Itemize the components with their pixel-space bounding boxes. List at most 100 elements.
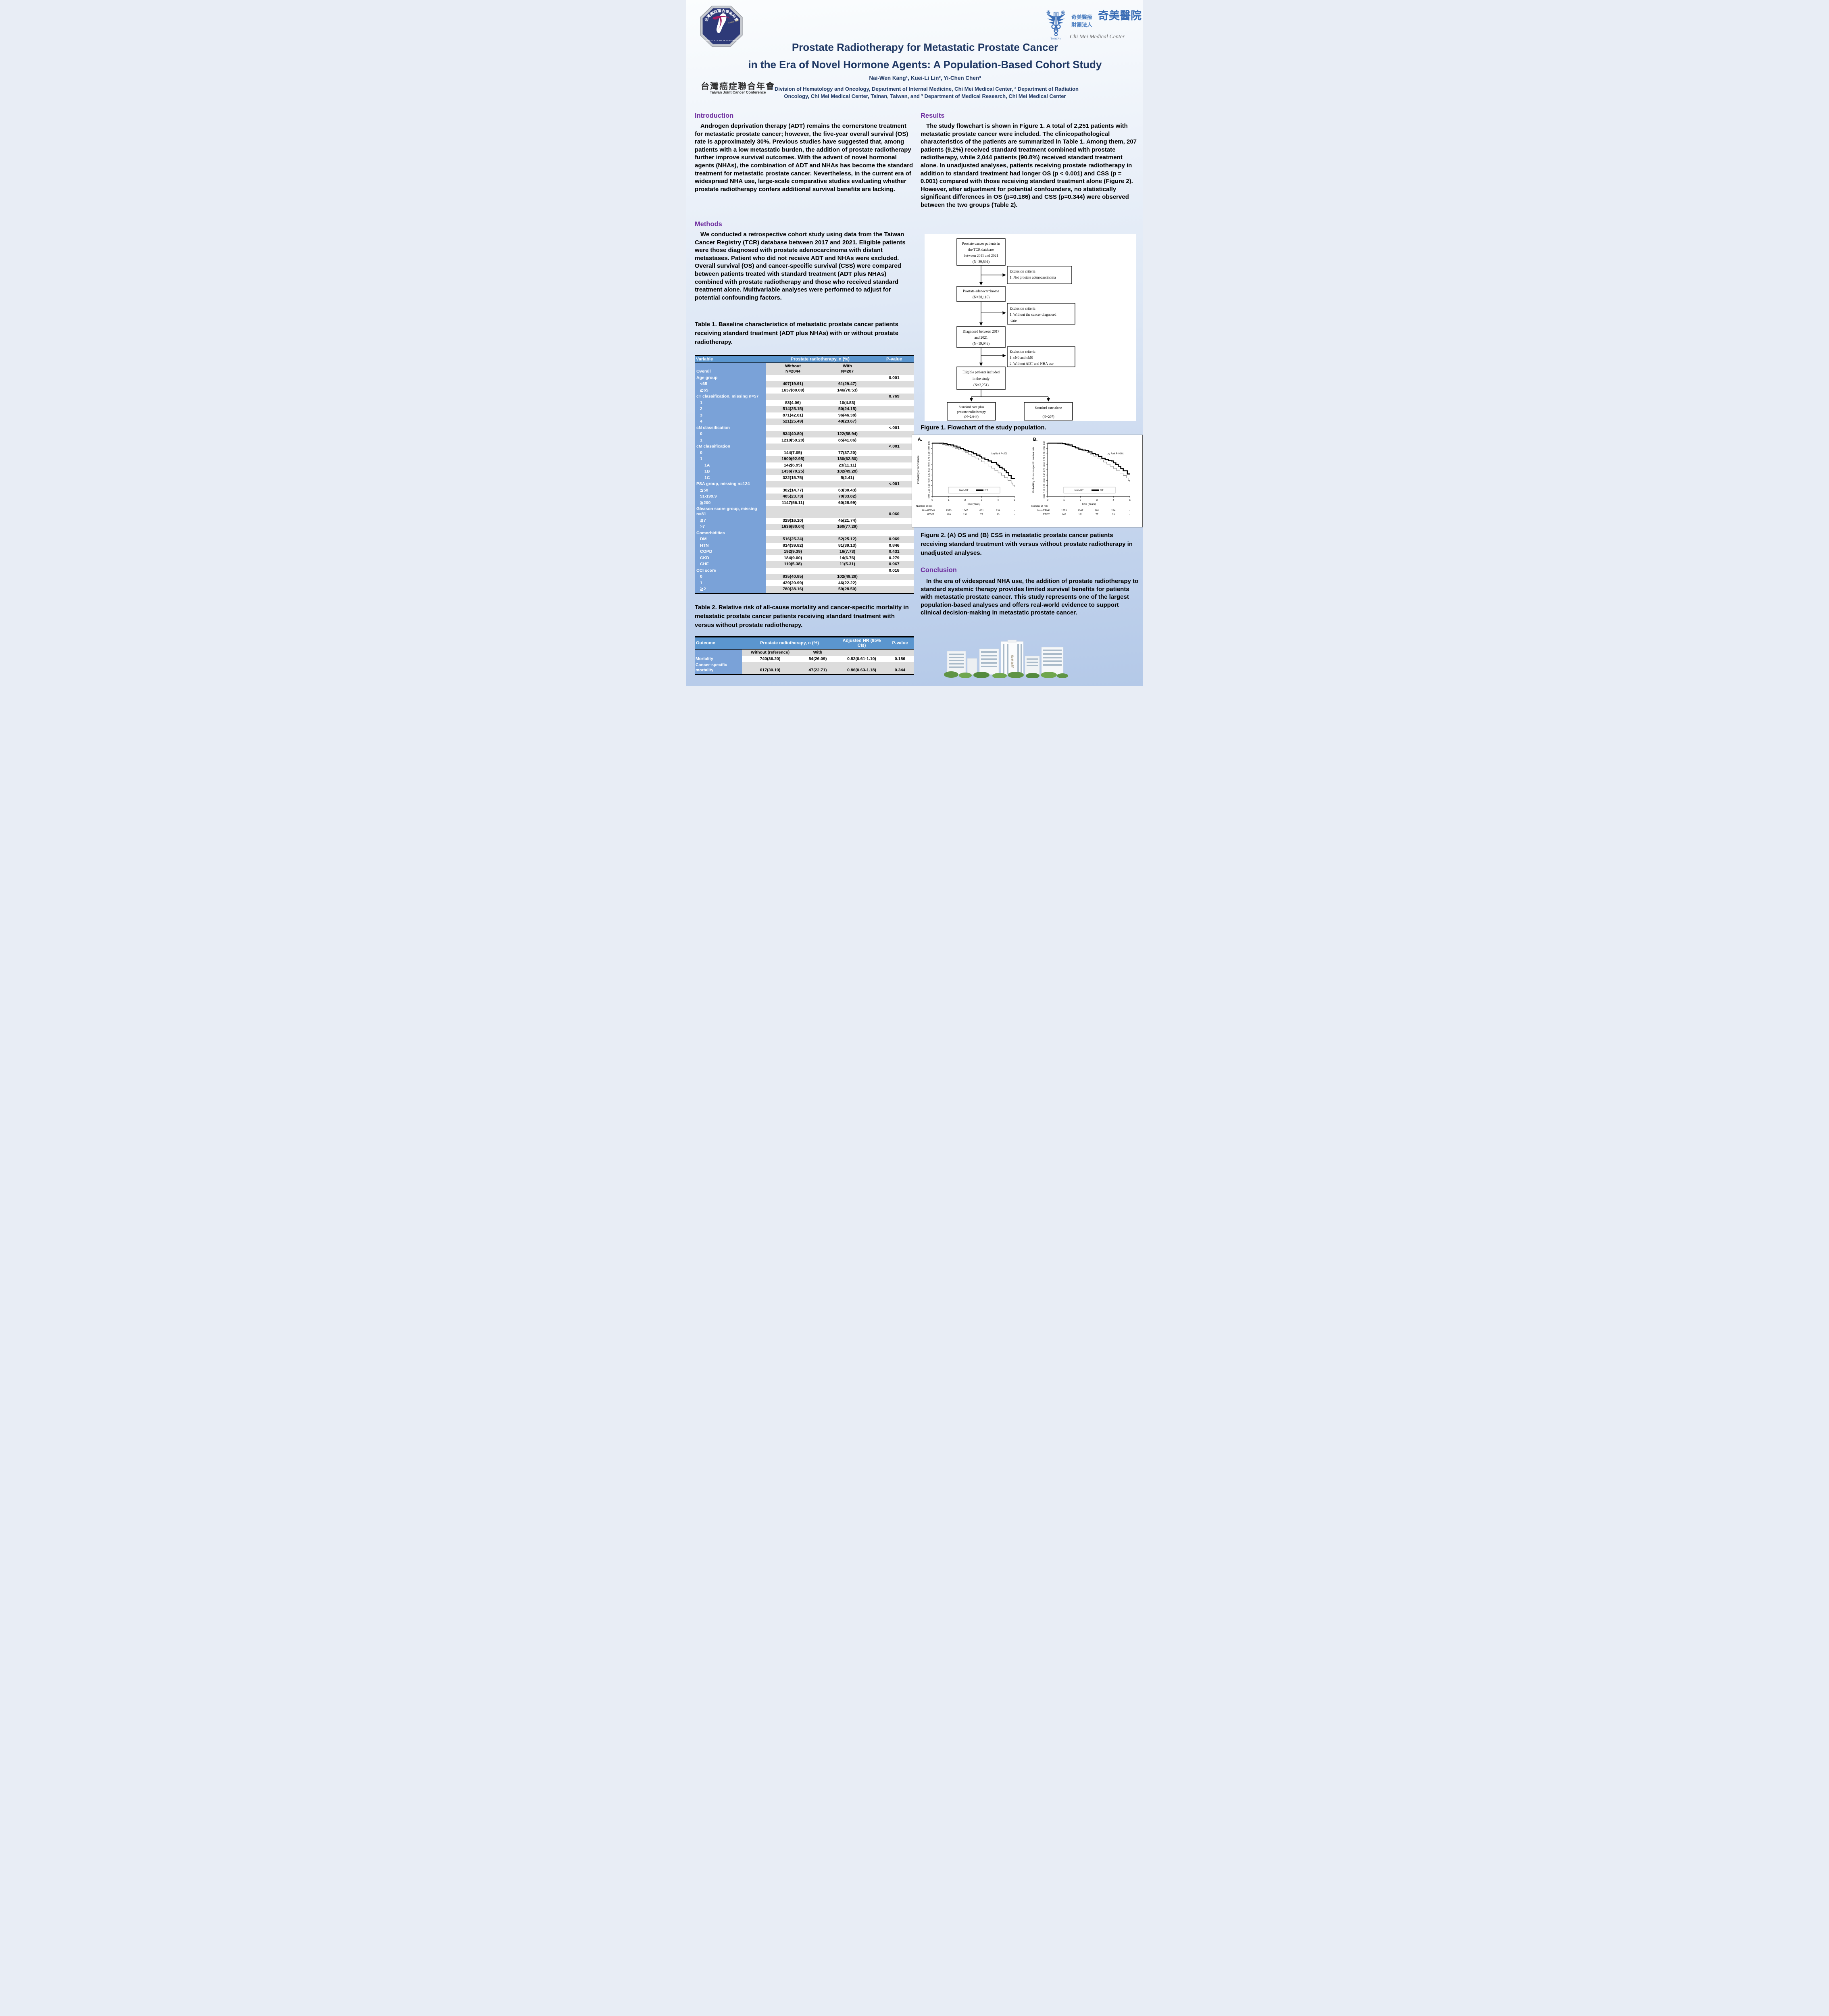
svg-text:0.30: 0.30	[1044, 478, 1046, 482]
table2-subheader-row: Without (reference) With	[695, 649, 914, 656]
introduction-text: Androgen deprivation therapy (ADT) remai…	[695, 123, 913, 193]
svg-text:TAIWAN: TAIWAN	[1050, 37, 1061, 40]
table1: Variable Prostate radiotherapy, n (%) P-…	[695, 355, 914, 594]
svg-text:0.40: 0.40	[1044, 473, 1046, 477]
svg-text:-: -	[1014, 509, 1015, 512]
table1-row: ≧65 1637(80.09) 146(70.53)	[695, 387, 914, 394]
svg-text:Time (Years): Time (Years)	[967, 503, 981, 506]
svg-text:TAIWAN JOINT CANCER CONFERENCE: TAIWAN JOINT CANCER CONFERENCE	[703, 40, 740, 42]
table1-row: CCI score 0.018	[695, 567, 914, 574]
authors: Nai-Wen Kang¹, Kuei-Li Lin², Yi-Chen Che…	[869, 75, 981, 81]
km-plot-css: B. 0.000.10 0.200.300.400.500.600.700.80 0.…	[1031, 437, 1131, 516]
flow-box-exclusion3	[1007, 346, 1075, 367]
table1-row: 1 1210(59.20) 85(41.06)	[695, 437, 914, 444]
table1-row: PSA group, missing n=124 <.001	[695, 481, 914, 487]
svg-text:207: 207	[930, 513, 935, 516]
svg-text:5: 5	[1014, 499, 1015, 502]
section-heading-conclusion: Conclusion	[921, 566, 957, 574]
svg-text:Log Rank P=0.001: Log Rank P=0.001	[1107, 453, 1124, 455]
table1-row: 1 83(4.06) 10(4.83)	[695, 400, 914, 406]
svg-text:0.80: 0.80	[928, 452, 931, 456]
svg-text:0.00: 0.00	[1044, 494, 1046, 498]
svg-text:0.90: 0.90	[1044, 446, 1046, 450]
table1-row: cN classification <.001	[695, 425, 914, 431]
table1-row: 0 835(40.85) 102(49.28)	[695, 574, 914, 580]
svg-text:0.60: 0.60	[1044, 462, 1046, 467]
svg-text:1.00: 1.00	[1044, 441, 1046, 445]
svg-text:Non-RT: Non-RT	[1075, 489, 1084, 492]
svg-text:33: 33	[997, 513, 1000, 516]
table1-row: 3 871(42.61) 96(46.38)	[695, 412, 914, 419]
figure2-caption: Figure 2. (A) OS and (B) CSS in metastat…	[921, 532, 1133, 556]
table1-row: 1A 142(6.95) 23(11.11)	[695, 462, 914, 469]
svg-text:77: 77	[1096, 513, 1098, 516]
svg-text:2041: 2041	[1045, 509, 1050, 512]
table1-row: ≧2 780(38.16) 59(28.50)	[695, 586, 914, 594]
svg-text:0.00: 0.00	[928, 494, 931, 498]
figure2-panel: A. 0.00 0.10 0.20 0.30 0.40 0.50 0.60 0.70 0.80 0.…	[912, 435, 1143, 527]
svg-text:0.10: 0.10	[928, 489, 931, 493]
svg-text:1: 1	[948, 499, 950, 502]
table1-col-p: P-value	[875, 355, 914, 363]
table1-col-variable: Variable	[695, 355, 766, 363]
table1-row: ≧200 1147(56.11) 60(28.99)	[695, 500, 914, 506]
chimei-logo-cjk-text: 奇美醫療 財團法人	[1071, 14, 1093, 28]
svg-text:0.20: 0.20	[928, 483, 931, 487]
svg-text:B.: B.	[1033, 437, 1037, 442]
table1-row: 51-199.9 485(23.73) 70(33.82)	[695, 494, 914, 500]
svg-text:207: 207	[1046, 513, 1050, 516]
svg-text:131: 131	[963, 513, 967, 516]
svg-text:1: 1	[1063, 499, 1065, 502]
section-heading-methods: Methods	[695, 221, 722, 228]
svg-text:Non-RT: Non-RT	[959, 489, 969, 492]
section-heading-introduction: Introduction	[695, 112, 734, 119]
table1-row: 1 1900(92.95) 130(62.80)	[695, 456, 914, 462]
conclusion-text: In the era of widespread NHA use, the ad…	[921, 578, 1139, 616]
flow-box-adenocarcinoma	[956, 286, 1006, 302]
svg-text:Number at risk: Number at risk	[1031, 505, 1048, 508]
svg-text:Non-RT: Non-RT	[922, 509, 931, 512]
svg-text:Prostate adenocarcinoma(N=38,1: Prostate adenocarcinoma (N=38,116)	[963, 289, 999, 299]
svg-text:1573: 1573	[1061, 509, 1067, 512]
svg-text:Non-RT: Non-RT	[1037, 509, 1046, 512]
svg-text:0: 0	[1047, 499, 1048, 502]
table1-row: 1B 1436(70.25) 102(49.28)	[695, 469, 914, 475]
tjcc-logo-icon: 台灣癌症聯合學術年會 Since 1996 TAIWAN JOINT CANCE…	[700, 6, 743, 47]
svg-text:3: 3	[981, 499, 983, 502]
svg-text:169: 169	[947, 513, 951, 516]
table1-row: cM classification <.001	[695, 444, 914, 450]
svg-text:-: -	[1014, 513, 1015, 516]
trees-icon	[944, 671, 1068, 678]
chimei-logo-icon: 奇 美 TAIWAN	[1046, 10, 1066, 40]
svg-text:0: 0	[931, 499, 933, 502]
table1-row: HTN 814(39.82) 81(39.13) 0.846	[695, 542, 914, 549]
svg-text:0.30: 0.30	[928, 478, 931, 482]
figure1-caption: Figure 1. Flowchart of the study populat…	[921, 424, 1046, 431]
chimei-logo-calligraphy: 奇美醫院	[1098, 10, 1142, 22]
results-text: The study flowchart is shown in Figure 1…	[921, 123, 1137, 208]
table2-row: Mortality 740(36.20) 54(26.09) 0.82(0.61-1.…	[695, 656, 914, 662]
flow-box-exclusion2	[1007, 303, 1075, 325]
table1-row: ≦7 329(16.10) 45(21.74)	[695, 517, 914, 524]
flow-box-standard-alone	[1024, 402, 1073, 421]
svg-text:A.: A.	[918, 437, 922, 442]
svg-text:0.90: 0.90	[928, 446, 931, 450]
table1-row: Gleason score group, missing n=81 0.060	[695, 506, 914, 518]
svg-text:Log Rank P<.001: Log Rank P<.001	[992, 453, 1007, 455]
table2-header-row: Outcome Prostate radiotherapy, n (%) Adj…	[695, 637, 914, 650]
svg-text:RT: RT	[927, 513, 931, 516]
svg-text:5: 5	[1129, 499, 1131, 502]
svg-text:2: 2	[964, 499, 966, 502]
svg-text:2041: 2041	[929, 509, 935, 512]
svg-text:4: 4	[1112, 499, 1114, 502]
section-heading-results: Results	[921, 112, 945, 119]
svg-text:234: 234	[996, 509, 1000, 512]
svg-text:169: 169	[1062, 513, 1067, 516]
svg-text:0.10: 0.10	[1044, 489, 1046, 493]
svg-text:33: 33	[1112, 513, 1115, 516]
